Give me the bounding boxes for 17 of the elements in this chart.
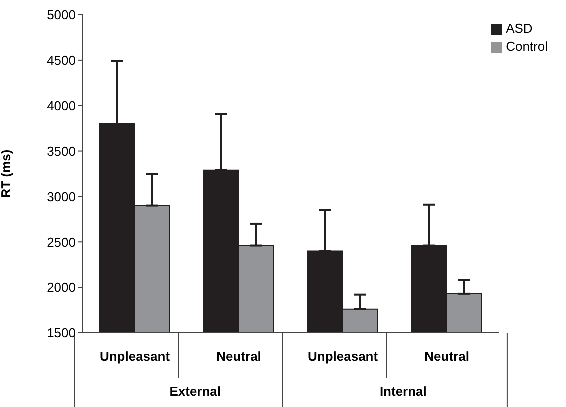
y-axis-title: RT (ms) (0, 150, 14, 198)
y-tick-label: 4500 (47, 53, 76, 68)
y-tick-label: 2500 (47, 234, 76, 250)
text: External (170, 384, 222, 399)
y-tick-label: 3500 (47, 144, 76, 159)
legend-label: ASD (506, 21, 533, 36)
x-tick-label: Unpleasant (100, 349, 171, 364)
y-tick-label: 3000 (47, 189, 76, 204)
x-tick-label: Neutral (216, 349, 262, 364)
y-tick-label: 2000 (47, 280, 76, 296)
y-tick-label: 1500 (47, 326, 76, 341)
text: Internal (380, 384, 427, 399)
x-tick-label: Neutral (424, 349, 470, 364)
y-tick-label: 5000 (47, 8, 76, 23)
x-tick-label: Unpleasant (308, 349, 379, 364)
y-tick-label: 4000 (47, 98, 76, 114)
legend-label: Control (506, 39, 548, 54)
